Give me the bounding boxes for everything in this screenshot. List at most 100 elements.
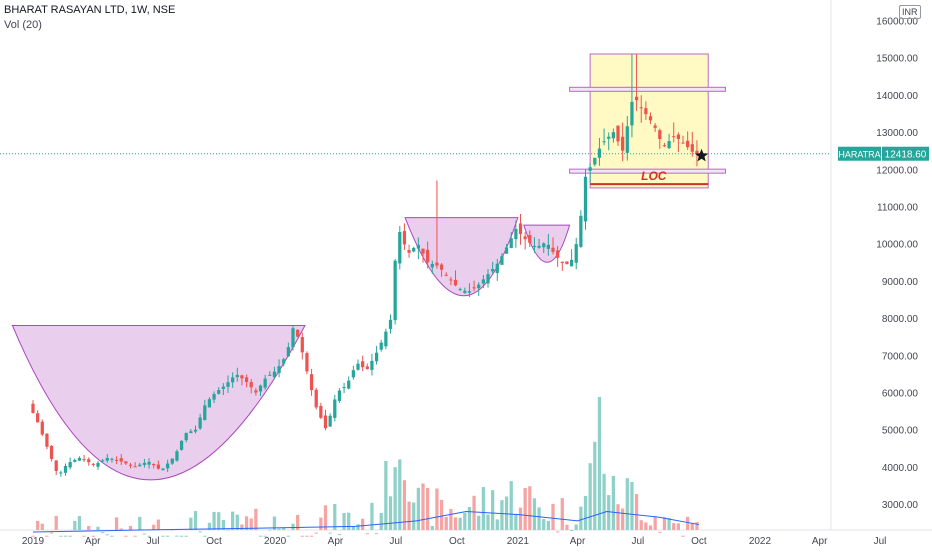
candle-body[interactable] (49, 445, 54, 459)
candle-body[interactable] (124, 461, 128, 464)
candle-body[interactable] (31, 403, 35, 413)
candle-body[interactable] (430, 263, 434, 268)
candle-body[interactable] (254, 390, 258, 393)
candle-body[interactable] (611, 132, 615, 139)
candle-body[interactable] (542, 243, 546, 248)
candle-body[interactable] (416, 244, 420, 249)
candle-body[interactable] (356, 363, 360, 370)
candle-body[interactable] (170, 458, 174, 464)
candle-body[interactable] (114, 459, 119, 461)
candle-body[interactable] (138, 464, 142, 467)
candle-body[interactable] (518, 223, 523, 235)
horizontal-level-2[interactable] (569, 168, 726, 174)
candle-body[interactable] (268, 374, 272, 376)
candle-body[interactable] (676, 134, 680, 140)
candle-body[interactable] (258, 385, 263, 392)
candle-body[interactable] (87, 459, 91, 463)
candle-body[interactable] (152, 464, 156, 466)
candle-body[interactable] (244, 377, 249, 383)
candle-body[interactable] (319, 405, 323, 418)
currency-badge[interactable]: INR (899, 5, 921, 19)
candle-body[interactable] (449, 279, 453, 281)
candle-body[interactable] (569, 259, 574, 267)
candle-body[interactable] (212, 393, 216, 400)
candle-body[interactable] (574, 244, 578, 263)
candle-body[interactable] (300, 337, 304, 353)
candle-body[interactable] (472, 287, 476, 289)
candle-body[interactable] (337, 390, 342, 401)
candle-body[interactable] (388, 319, 393, 329)
candle-body[interactable] (634, 96, 639, 101)
candle-body[interactable] (458, 289, 462, 291)
candle-body[interactable] (309, 374, 314, 391)
candle-body[interactable] (179, 440, 184, 450)
candle-body[interactable] (133, 466, 137, 468)
candle-body[interactable] (690, 144, 694, 152)
candle-body[interactable] (393, 260, 397, 321)
candle-body[interactable] (193, 429, 198, 432)
candle-body[interactable] (639, 107, 643, 109)
candle-body[interactable] (444, 274, 448, 276)
candle-body[interactable] (96, 462, 100, 467)
candle-body[interactable] (583, 176, 588, 222)
candle-body[interactable] (412, 247, 416, 252)
candle-body[interactable] (556, 250, 560, 258)
candle-body[interactable] (110, 458, 114, 460)
candle-body[interactable] (351, 370, 355, 378)
candle-body[interactable] (653, 125, 657, 128)
candle-body[interactable] (602, 141, 606, 143)
candle-body[interactable] (296, 329, 300, 337)
candle-body[interactable] (147, 461, 151, 465)
candle-body[interactable] (235, 374, 239, 378)
candle-body[interactable] (504, 247, 509, 254)
candle-body[interactable] (648, 116, 653, 121)
horizontal-level-1[interactable] (569, 86, 726, 92)
candle-body[interactable] (402, 231, 407, 245)
candle-body[interactable] (263, 378, 267, 388)
candle-body[interactable] (282, 359, 286, 364)
candle-body[interactable] (63, 465, 68, 473)
candle-body[interactable] (77, 457, 82, 461)
candle-body[interactable] (407, 250, 411, 253)
candle-body[interactable] (68, 462, 72, 468)
candle-body[interactable] (231, 377, 235, 383)
candle-body[interactable] (681, 142, 685, 144)
candle-body[interactable] (551, 247, 555, 252)
candle-body[interactable] (625, 126, 629, 153)
candle-body[interactable] (463, 290, 467, 293)
candle-body[interactable] (495, 263, 499, 274)
candle-body[interactable] (45, 433, 49, 447)
candle-body[interactable] (40, 421, 44, 435)
candle-body[interactable] (226, 382, 230, 387)
candle-body[interactable] (286, 347, 290, 357)
candle-body[interactable] (514, 228, 518, 240)
candle-body[interactable] (426, 249, 430, 263)
candle-body[interactable] (491, 268, 495, 272)
candle-body[interactable] (221, 386, 225, 389)
candle-body[interactable] (500, 256, 504, 265)
candle-body[interactable] (597, 148, 602, 158)
candle-body[interactable] (59, 472, 63, 474)
candle-body[interactable] (509, 238, 513, 249)
candle-body[interactable] (435, 262, 439, 266)
candle-body[interactable] (616, 125, 620, 142)
candle-body[interactable] (203, 405, 207, 421)
candle-body[interactable] (588, 167, 592, 171)
candle-body[interactable] (621, 136, 625, 151)
candle-body[interactable] (528, 235, 532, 243)
candle-body[interactable] (686, 140, 690, 148)
candle-body[interactable] (672, 136, 676, 138)
candle-body[interactable] (240, 375, 244, 379)
candle-body[interactable] (184, 432, 188, 441)
candle-body[interactable] (593, 157, 597, 165)
candle-body[interactable] (630, 101, 634, 126)
candle-body[interactable] (607, 136, 611, 139)
candle-body[interactable] (560, 261, 564, 264)
candle-body[interactable] (467, 291, 472, 293)
candle-body[interactable] (342, 387, 346, 389)
candle-body[interactable] (384, 331, 388, 347)
candle-body[interactable] (370, 360, 374, 370)
candle-body[interactable] (328, 415, 332, 427)
candle-body[interactable] (347, 380, 351, 389)
